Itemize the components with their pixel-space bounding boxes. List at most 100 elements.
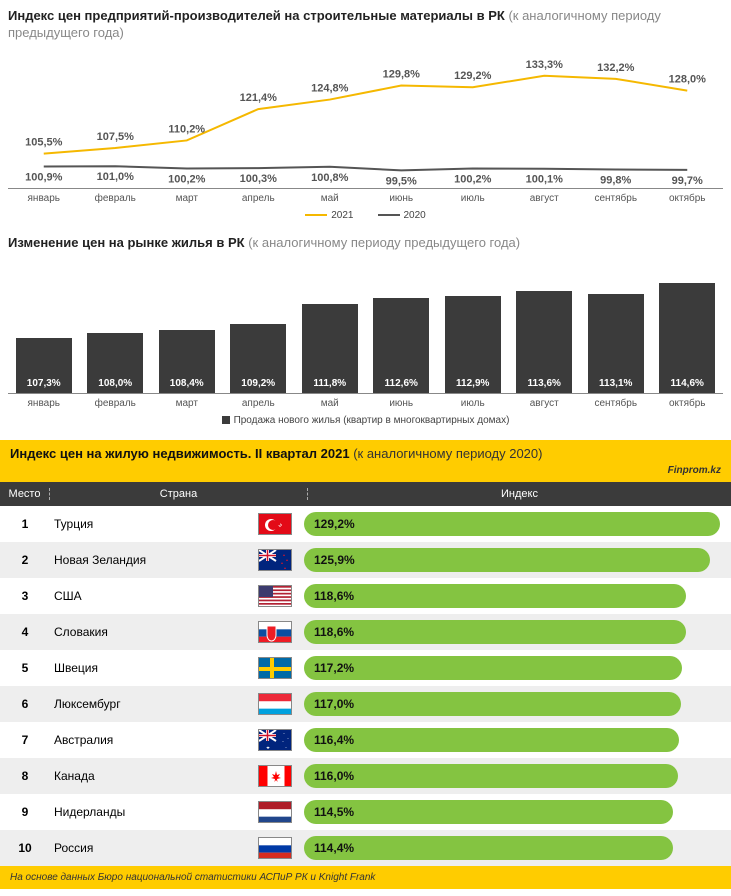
- row-bar-cell: 116,0%: [300, 764, 731, 788]
- xaxis-label: август: [509, 193, 581, 204]
- legend-item: 2020: [378, 210, 426, 221]
- xaxis-label: июнь: [366, 193, 438, 204]
- row-bar: 114,4%: [304, 836, 673, 860]
- row-bar: 118,6%: [304, 584, 686, 608]
- bar-label: 111,8%: [313, 378, 346, 393]
- row-bar-cell: 118,6%: [300, 584, 731, 608]
- xaxis-label: апрель: [223, 398, 295, 409]
- table-row: 10Россия 114,4%: [0, 830, 731, 866]
- bar: 108,0%: [87, 333, 143, 393]
- row-bar-label: 116,0%: [304, 769, 354, 783]
- row-bar-label: 117,0%: [304, 697, 354, 711]
- bar: 112,9%: [445, 296, 501, 393]
- row-bar: 114,5%: [304, 800, 673, 824]
- table-header-bar: Индекс цен на жилую недвижимость. II ква…: [0, 440, 731, 482]
- bar: 111,8%: [302, 304, 358, 393]
- row-bar: 125,9%: [304, 548, 710, 572]
- row-country: Нидерланды: [50, 805, 250, 819]
- row-bar: 116,0%: [304, 764, 678, 788]
- row-flag: [250, 693, 300, 715]
- row-bar-label: 117,2%: [304, 661, 354, 675]
- row-country: Канада: [50, 769, 250, 783]
- row-bar-label: 116,4%: [304, 733, 354, 747]
- row-flag: [250, 549, 300, 571]
- table-row: 1Турция129,2%: [0, 506, 731, 542]
- row-flag: [250, 765, 300, 787]
- row-country: Швеция: [50, 661, 250, 675]
- table-head: Место Страна Индекс: [0, 482, 731, 506]
- svg-text:132,2%: 132,2%: [597, 62, 635, 74]
- line-chart-legend: 2021 2020: [8, 210, 723, 221]
- bar: 112,6%: [373, 298, 429, 393]
- row-country: США: [50, 589, 250, 603]
- xaxis-label: июнь: [366, 398, 438, 409]
- table-row: 5Швеция117,2%: [0, 650, 731, 686]
- legend-label: 2020: [404, 210, 426, 221]
- bar-label: 109,2%: [241, 378, 275, 393]
- legend-swatch: [305, 214, 327, 216]
- svg-text:129,2%: 129,2%: [454, 70, 492, 82]
- svg-text:107,5%: 107,5%: [97, 131, 135, 143]
- svg-text:128,0%: 128,0%: [669, 73, 707, 85]
- table-source: Finprom.kz: [668, 465, 721, 476]
- row-bar: 116,4%: [304, 728, 679, 752]
- xaxis-label: октябрь: [652, 193, 724, 204]
- bar-legend-swatch: [222, 416, 230, 424]
- xaxis-label: апрель: [223, 193, 295, 204]
- row-bar-cell: 114,5%: [300, 800, 731, 824]
- svg-text:133,3%: 133,3%: [526, 59, 564, 71]
- xaxis-label: сентябрь: [580, 193, 652, 204]
- bar-label: 114,6%: [671, 378, 704, 393]
- chart1-title-main: Индекс цен предприятий-производителей на…: [8, 8, 505, 23]
- bar-col: 109,2%: [223, 258, 295, 393]
- chart1-title: Индекс цен предприятий-производителей на…: [8, 8, 723, 42]
- svg-text:100,9%: 100,9%: [25, 171, 63, 183]
- row-rank: 2: [0, 553, 50, 567]
- row-rank: 10: [0, 841, 50, 855]
- bar-col: 108,0%: [80, 258, 152, 393]
- legend-item: 2021: [305, 210, 353, 221]
- table-row: 2Новая Зеландия125,9%: [0, 542, 731, 578]
- xaxis-label: февраль: [80, 398, 152, 409]
- table-head-country: Страна: [50, 488, 308, 500]
- bar-label: 113,1%: [599, 378, 632, 393]
- row-flag: [250, 513, 300, 535]
- row-flag: [250, 657, 300, 679]
- legend-swatch: [378, 214, 400, 216]
- row-rank: 6: [0, 697, 50, 711]
- svg-text:100,8%: 100,8%: [311, 172, 349, 184]
- row-country: Турция: [50, 517, 250, 531]
- chart2-title: Изменение цен на рынке жилья в РК (к ана…: [8, 235, 723, 252]
- row-bar-label: 118,6%: [304, 625, 354, 639]
- xaxis-label: январь: [8, 398, 80, 409]
- table-body: 1Турция129,2%2Новая Зеландия125,9%3США11…: [0, 506, 731, 866]
- row-country: Россия: [50, 841, 250, 855]
- footer: На основе данных Бюро национальной стати…: [0, 866, 731, 889]
- row-country: Австралия: [50, 733, 250, 747]
- row-bar-label: 129,2%: [304, 517, 355, 531]
- row-bar-cell: 125,9%: [300, 548, 731, 572]
- row-bar: 118,6%: [304, 620, 686, 644]
- xaxis-label: июль: [437, 193, 509, 204]
- svg-text:100,2%: 100,2%: [454, 173, 492, 185]
- row-bar: 129,2%: [304, 512, 720, 536]
- svg-text:99,8%: 99,8%: [600, 174, 631, 186]
- row-rank: 7: [0, 733, 50, 747]
- row-bar: 117,2%: [304, 656, 682, 680]
- xaxis-label: май: [294, 398, 366, 409]
- row-bar-label: 114,5%: [304, 805, 354, 819]
- row-rank: 9: [0, 805, 50, 819]
- bar-chart-bars: 107,3%108,0%108,4%109,2%111,8%112,6%112,…: [8, 258, 723, 393]
- row-rank: 4: [0, 625, 50, 639]
- bar-chart-legend: Продажа нового жилья (квартир в многоква…: [8, 415, 723, 426]
- table-row: 7Австралия 116,4%: [0, 722, 731, 758]
- bar-label: 113,6%: [528, 378, 561, 393]
- table-row: 4Словакия118,6%: [0, 614, 731, 650]
- svg-text:105,5%: 105,5%: [25, 136, 63, 148]
- bar-chart-xaxis: январьфевральмартапрельмайиюньиюльавгуст…: [8, 398, 723, 409]
- bar-legend-label: Продажа нового жилья (квартир в многоква…: [234, 415, 510, 426]
- bar: 113,6%: [516, 291, 572, 393]
- row-bar-label: 125,9%: [304, 553, 355, 567]
- xaxis-label: март: [151, 193, 223, 204]
- bar-col: 113,1%: [580, 258, 652, 393]
